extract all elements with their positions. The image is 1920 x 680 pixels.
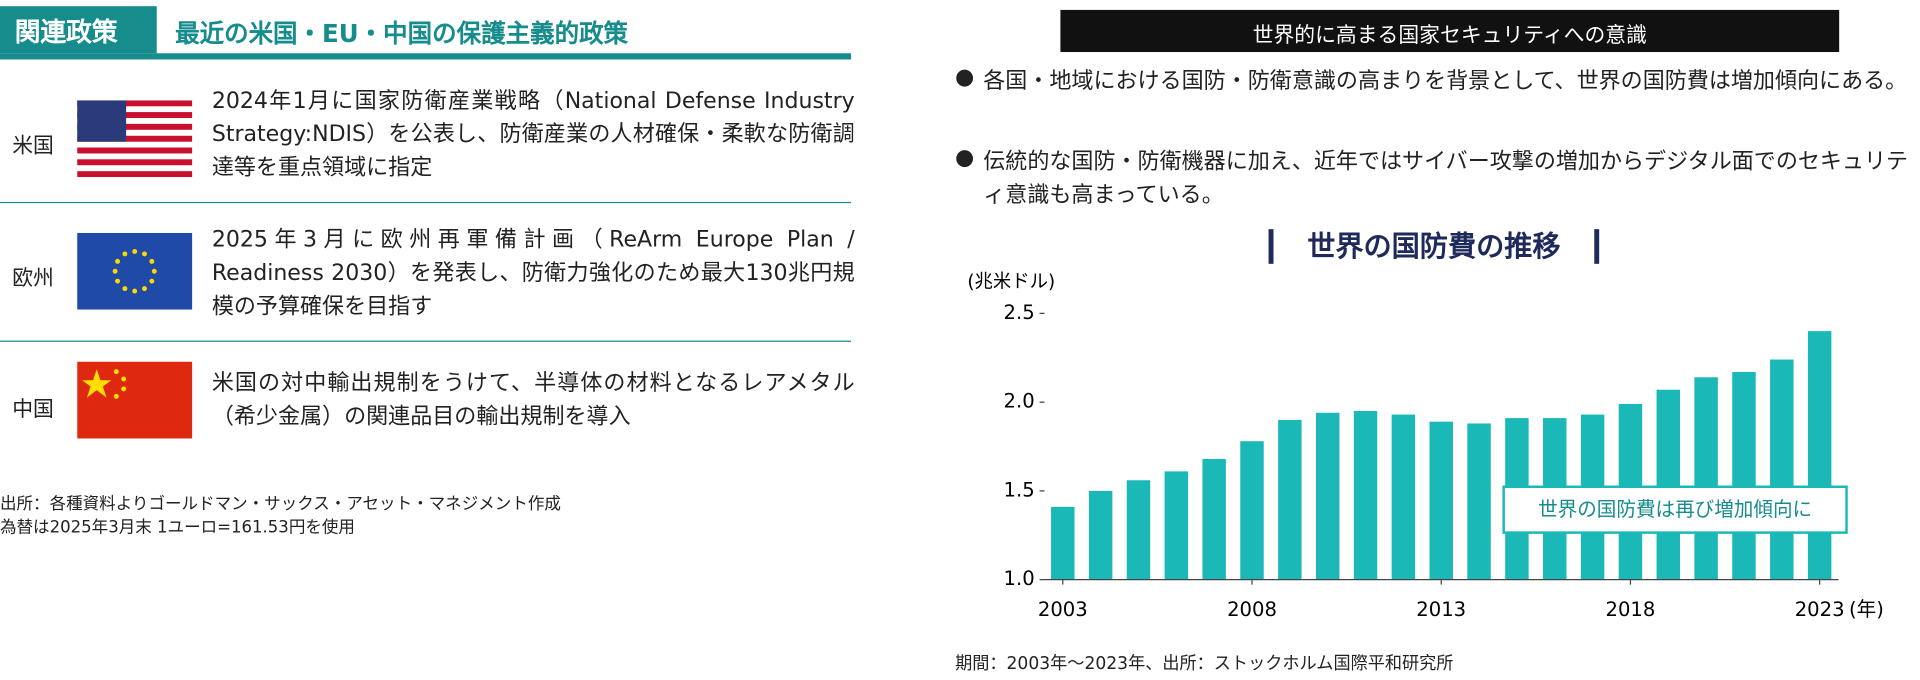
country: 米国 xyxy=(12,133,54,159)
annotation-box xyxy=(1502,485,1848,534)
x-tick-label: 2008 xyxy=(1227,598,1277,621)
bar xyxy=(1164,471,1189,580)
y-tick-label: 2.0 xyxy=(1004,390,1035,413)
row-text: 2024年1月に国家防衛産業戦略（National Defense Indust… xyxy=(211,87,855,181)
bar xyxy=(1088,490,1113,580)
x-tick-label: 2003 xyxy=(1038,598,1088,621)
title-rule xyxy=(0,53,852,60)
x-tick-label: 2013 xyxy=(1416,598,1466,621)
bar xyxy=(1315,412,1340,580)
x-tick-label: 2018 xyxy=(1606,598,1656,621)
title-bar xyxy=(1594,229,1600,264)
separator xyxy=(0,340,852,342)
row-text: 米国の対中輸出規制をうけて、半導体の材料となるレアメタル（希少金属）の関連品目の… xyxy=(211,370,855,430)
header: 世界的に高まる国家セキュリティへの意識 xyxy=(1252,23,1647,49)
flag-us xyxy=(77,100,193,178)
country: 欧州 xyxy=(12,266,54,292)
y-tick-label: 1.5 xyxy=(1004,478,1035,501)
bar xyxy=(1353,411,1378,580)
bar xyxy=(1807,331,1832,580)
bar xyxy=(1391,414,1416,580)
separator xyxy=(0,201,852,204)
bullet: 各国・地域における国防・防衛意識の高まりを背景として、世界の国防費は増加傾向にあ… xyxy=(983,68,1908,95)
y-axis-label: (兆米ドル) xyxy=(967,271,1055,292)
bar xyxy=(1051,506,1075,580)
bullet-dot: ● xyxy=(955,144,975,171)
bullet: 伝統的な国防・防衛機器に加え、近年ではサイバー攻撃の増加からデジタル面でのセキュ… xyxy=(983,148,1909,209)
flag-cn xyxy=(77,361,193,439)
x-axis-label: (年) xyxy=(1849,598,1884,621)
bar xyxy=(1126,480,1151,580)
bar xyxy=(1240,441,1264,580)
tag: 関連政策 xyxy=(14,17,118,48)
note: 為替は2025年3月末 1ユーロ=161.53円を使用 xyxy=(0,517,355,538)
x-tick-label: 2023 xyxy=(1795,598,1845,621)
flag-eu xyxy=(77,232,193,310)
bar xyxy=(1429,421,1453,580)
tag-box xyxy=(0,6,157,54)
title-bar xyxy=(1268,229,1274,264)
bar xyxy=(1694,377,1718,580)
bar xyxy=(1656,389,1681,580)
bar xyxy=(1732,371,1756,580)
y-tick-label: 1.0 xyxy=(1004,567,1035,590)
bullet-dot: ● xyxy=(955,64,975,91)
footer: 期間：2003年～2023年、出所：ストックホルム国際平和研究所 xyxy=(955,653,1454,674)
bar xyxy=(1202,458,1226,580)
chart-title: 世界の国防費の推移 xyxy=(1307,230,1560,263)
bar xyxy=(1278,419,1302,580)
panel-title: 最近の米国・EU・中国の保護主義的政策 xyxy=(175,18,629,49)
row-text: 2025年3月に欧州再軍備計画（ReArm Europe Plan / Read… xyxy=(211,226,855,320)
note: 出所：各種資料よりゴールドマン・サックス・アセット・マネジメント作成 xyxy=(0,494,561,515)
y-tick-label: 2.5 xyxy=(1004,301,1035,324)
bar xyxy=(1770,359,1794,580)
header-bar xyxy=(1060,9,1840,53)
country: 中国 xyxy=(12,397,54,423)
bar xyxy=(1467,423,1491,580)
annotation: 世界の国防費は再び増加傾向に xyxy=(1538,498,1812,521)
